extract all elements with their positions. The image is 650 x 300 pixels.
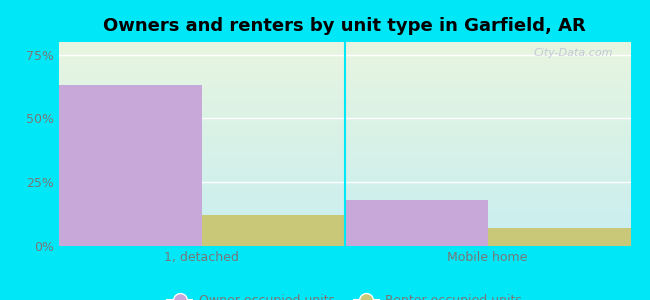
Text: City-Data.com: City-Data.com [534,48,614,58]
Bar [202,215,344,246]
Legend: Owner occupied units, Renter occupied units: Owner occupied units, Renter occupied un… [162,289,526,300]
Bar [344,200,488,246]
Bar [488,228,630,246]
Title: Owners and renters by unit type in Garfield, AR: Owners and renters by unit type in Garfi… [103,17,586,35]
Bar [58,85,202,246]
